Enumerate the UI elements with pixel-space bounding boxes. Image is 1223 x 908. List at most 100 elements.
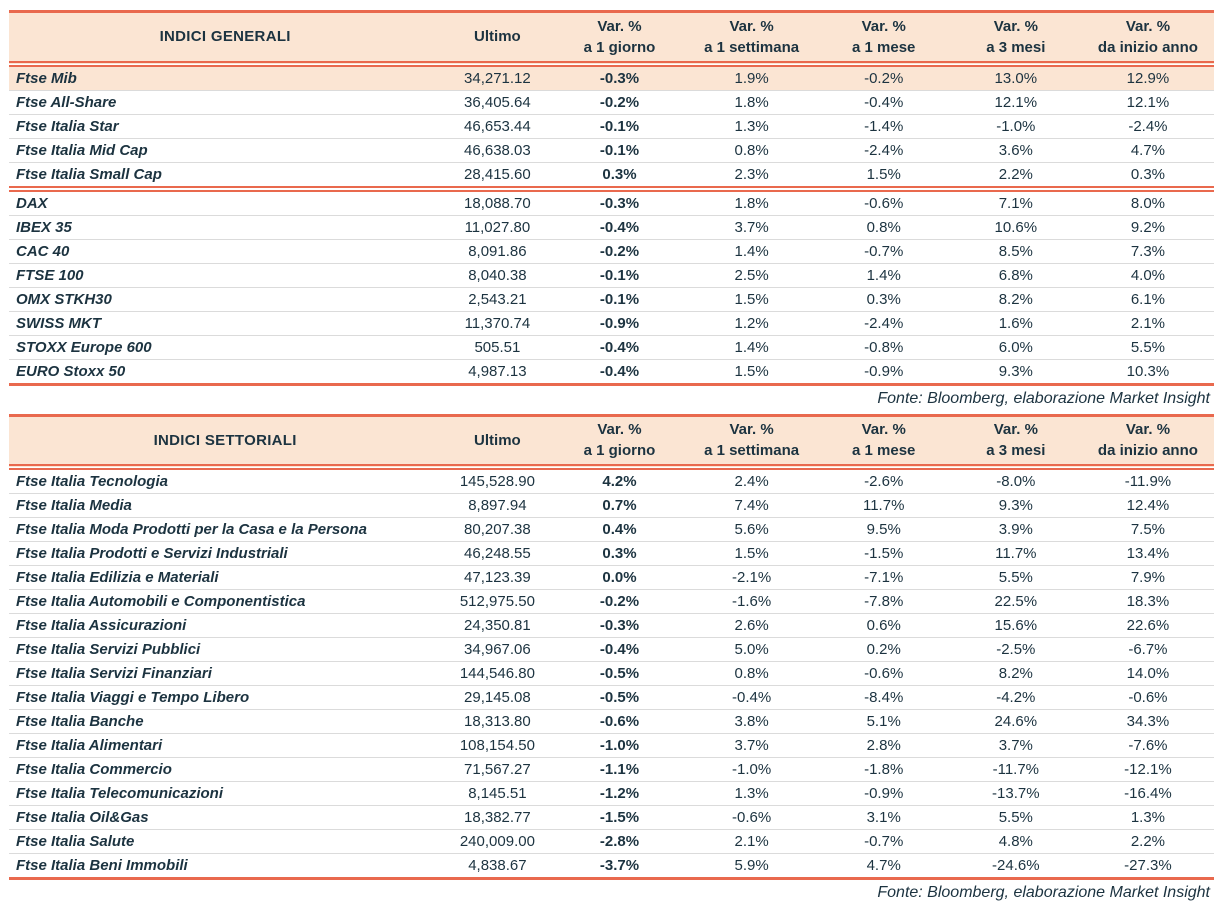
var-1day-value: -1.2% — [553, 782, 685, 806]
var-1day-value: 0.4% — [553, 518, 685, 542]
var-ytd-value: 13.4% — [1082, 542, 1214, 566]
index-name: Ftse Italia Star — [9, 114, 441, 138]
ultimo-value: 11,370.74 — [441, 311, 553, 335]
var-3month-value: -13.7% — [950, 782, 1082, 806]
index-name: Ftse Italia Assicurazioni — [9, 614, 441, 638]
ultimo-value: 46,653.44 — [441, 114, 553, 138]
var-1week-value: 2.5% — [686, 263, 818, 287]
var-ytd-value: 22.6% — [1082, 614, 1214, 638]
ultimo-value: 11,027.80 — [441, 215, 553, 239]
var-3month-value: 5.5% — [950, 566, 1082, 590]
index-row: Ftse Italia Moda Prodotti per la Casa e … — [9, 518, 1214, 542]
var-1week-value: 1.8% — [686, 189, 818, 216]
ultimo-value: 4,987.13 — [441, 359, 553, 384]
index-name: Ftse Italia Banche — [9, 710, 441, 734]
var-ytd-value: 7.3% — [1082, 239, 1214, 263]
column-header-ultimo: Ultimo — [441, 415, 553, 467]
var-ytd-value: 8.0% — [1082, 189, 1214, 216]
var-ytd-value: 0.3% — [1082, 162, 1214, 189]
var-ytd-value: 5.5% — [1082, 335, 1214, 359]
ultimo-value: 34,967.06 — [441, 638, 553, 662]
var-1week-value: 3.7% — [686, 215, 818, 239]
var-3month-value: 9.3% — [950, 359, 1082, 384]
var-1week-value: -1.0% — [686, 758, 818, 782]
var-1month-value: -0.9% — [818, 359, 950, 384]
var-1day-value: -0.3% — [553, 189, 685, 216]
var-1day-value: -2.8% — [553, 830, 685, 854]
var-ytd-value: 2.1% — [1082, 311, 1214, 335]
var-1day-value: -0.2% — [553, 239, 685, 263]
var-1day-value: -0.4% — [553, 638, 685, 662]
var-1month-value: 4.7% — [818, 854, 950, 879]
index-name: Ftse Italia Moda Prodotti per la Casa e … — [9, 518, 441, 542]
var-1week-value: 5.6% — [686, 518, 818, 542]
index-name: Ftse Italia Telecomunicazioni — [9, 782, 441, 806]
var-ytd-value: -7.6% — [1082, 734, 1214, 758]
column-header-var-1week: Var. %a 1 settimana — [686, 415, 818, 467]
var-ytd-value: 12.4% — [1082, 494, 1214, 518]
ultimo-value: 46,248.55 — [441, 542, 553, 566]
index-name: Ftse Italia Servizi Finanziari — [9, 662, 441, 686]
table-title: INDICI SETTORIALI — [9, 415, 441, 467]
var-1month-value: -8.4% — [818, 686, 950, 710]
var-ytd-value: 7.9% — [1082, 566, 1214, 590]
index-name: CAC 40 — [9, 239, 441, 263]
column-header-ultimo: Ultimo — [441, 12, 553, 64]
ultimo-value: 71,567.27 — [441, 758, 553, 782]
var-1month-value: -1.4% — [818, 114, 950, 138]
var-1day-value: 0.3% — [553, 162, 685, 189]
var-1month-value: 0.2% — [818, 638, 950, 662]
var-1month-value: 0.3% — [818, 287, 950, 311]
var-1month-value: -0.4% — [818, 90, 950, 114]
var-3month-value: 6.8% — [950, 263, 1082, 287]
var-3month-value: 3.6% — [950, 138, 1082, 162]
index-name: Ftse Italia Mid Cap — [9, 138, 441, 162]
var-1day-value: -0.3% — [553, 64, 685, 91]
var-1week-value: 3.7% — [686, 734, 818, 758]
column-header-var-3month: Var. %a 3 mesi — [950, 12, 1082, 64]
ultimo-value: 24,350.81 — [441, 614, 553, 638]
var-3month-value: 6.0% — [950, 335, 1082, 359]
var-1day-value: -0.2% — [553, 590, 685, 614]
index-name: Ftse Italia Prodotti e Servizi Industria… — [9, 542, 441, 566]
var-1week-value: 2.6% — [686, 614, 818, 638]
column-header-var-ytd: Var. %da inizio anno — [1082, 415, 1214, 467]
var-1month-value: 11.7% — [818, 494, 950, 518]
table-title: INDICI GENERALI — [9, 12, 441, 64]
var-1day-value: -0.5% — [553, 662, 685, 686]
var-1month-value: -2.4% — [818, 138, 950, 162]
var-3month-value: 15.6% — [950, 614, 1082, 638]
var-1week-value: 2.3% — [686, 162, 818, 189]
var-ytd-value: 7.5% — [1082, 518, 1214, 542]
var-ytd-value: -16.4% — [1082, 782, 1214, 806]
index-row: Ftse Italia Prodotti e Servizi Industria… — [9, 542, 1214, 566]
var-1week-value: 1.5% — [686, 359, 818, 384]
ultimo-value: 512,975.50 — [441, 590, 553, 614]
var-1day-value: -1.5% — [553, 806, 685, 830]
var-ytd-value: 12.9% — [1082, 64, 1214, 91]
ultimo-value: 34,271.12 — [441, 64, 553, 91]
var-1month-value: -1.5% — [818, 542, 950, 566]
var-1month-value: -2.6% — [818, 467, 950, 494]
var-3month-value: 10.6% — [950, 215, 1082, 239]
var-3month-value: -1.0% — [950, 114, 1082, 138]
column-header-var-3month: Var. %a 3 mesi — [950, 415, 1082, 467]
index-name: FTSE 100 — [9, 263, 441, 287]
var-3month-value: -8.0% — [950, 467, 1082, 494]
var-3month-value: 3.7% — [950, 734, 1082, 758]
var-3month-value: 22.5% — [950, 590, 1082, 614]
var-3month-value: 8.2% — [950, 287, 1082, 311]
var-1day-value: -0.4% — [553, 359, 685, 384]
ultimo-value: 8,091.86 — [441, 239, 553, 263]
var-1day-value: -0.1% — [553, 114, 685, 138]
ultimo-value: 18,313.80 — [441, 710, 553, 734]
